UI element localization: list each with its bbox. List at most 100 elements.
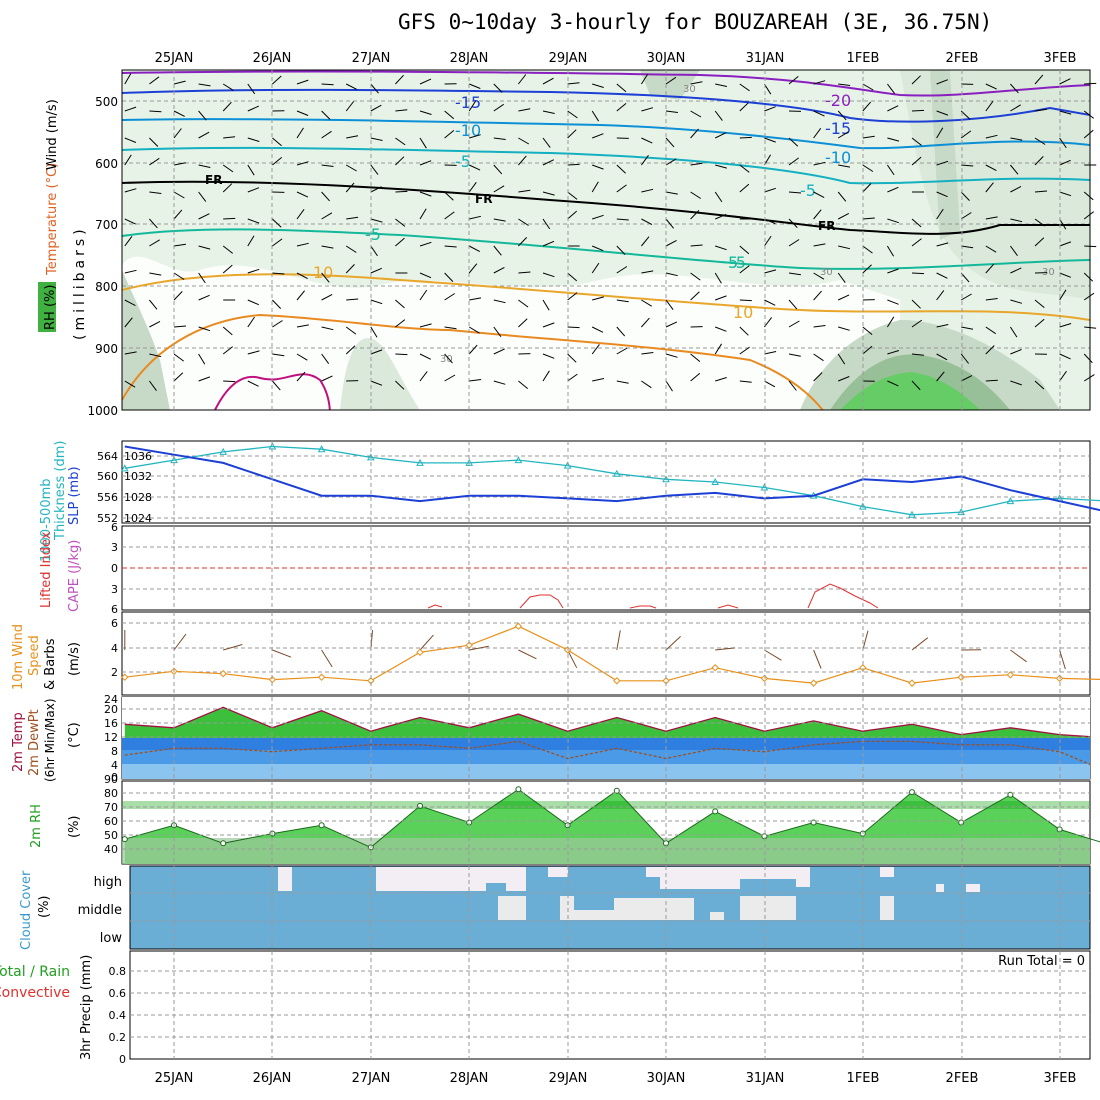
upper-wind-barb (690, 291, 700, 301)
upper-wind-barb (419, 110, 432, 115)
upper-wind-barb (665, 299, 674, 310)
upper-wind-barb (813, 353, 824, 362)
upper-wind-barb (124, 299, 136, 307)
date-label-bottom: 3FEB (1044, 1071, 1077, 1086)
upper-wind-barb (591, 110, 600, 122)
temp-ytick: 12 (104, 731, 118, 744)
upper-wind-barb (321, 245, 334, 249)
upper-wind-barb (886, 164, 895, 176)
upper-wind-barb (813, 110, 825, 117)
upper-wind-barb (1083, 129, 1094, 139)
upper-wind-barb (272, 238, 283, 247)
upper-wind-barb (469, 379, 482, 382)
cloud-panel-frame (129, 865, 1091, 950)
upper-wind-barb (247, 105, 260, 112)
upper-wind-barb (444, 191, 454, 201)
upper-wind-barb (346, 298, 359, 301)
upper-wind-barb (788, 299, 798, 310)
temp-ytick: 0 (111, 771, 118, 784)
upper-wind-barb (936, 127, 944, 139)
rh-ytick: 60 (104, 815, 118, 828)
upper-wind-barb (1083, 272, 1094, 282)
cape-ytick: 3 (111, 541, 118, 554)
upper-wind-barb (346, 216, 359, 220)
rh2m-unit: (%) (67, 816, 82, 839)
upper-wind-barb (542, 353, 555, 359)
upper-wind-barb (985, 164, 997, 172)
upper-wind-barb (665, 191, 678, 195)
upper-wind-barb (296, 209, 305, 220)
precip-convective-label: Convective (0, 985, 70, 1001)
upper-wind-barb (321, 110, 331, 120)
upper-wind-barb (419, 160, 432, 166)
upper-wind-barb (690, 110, 702, 118)
upper-wind-barb (345, 83, 358, 90)
upper-wind-barb (567, 110, 578, 119)
upper-wind-barb (198, 191, 207, 202)
upper-wind-barb (518, 299, 529, 308)
contour-label: 10 (733, 303, 753, 322)
wind10-barb (764, 649, 782, 661)
rh-point (515, 786, 522, 793)
upper-wind-barb (247, 299, 259, 306)
upper-wind-barb (690, 128, 699, 139)
upper-wind-barb (592, 164, 604, 170)
cloud-level-low: low (100, 931, 123, 946)
upper-wind-barb (862, 164, 874, 172)
upper-wind-barb (321, 191, 330, 202)
upper-wind-barb (616, 326, 626, 337)
wind-speed-point (613, 677, 621, 685)
upper-wind-barb (764, 269, 777, 274)
upper-wind-barb (985, 379, 998, 382)
cape-label: CAPE (J/kg) (67, 540, 82, 612)
upper-wind-barb (813, 191, 825, 199)
upper-wind-barb (198, 131, 210, 139)
upper-wind-barb (837, 272, 846, 283)
upper-wind-barb (960, 191, 970, 201)
upper-wind-barb (222, 183, 233, 193)
rh-point (712, 808, 719, 815)
upper-wind-barb (1010, 267, 1022, 274)
upper-wind-barb (370, 164, 379, 175)
upper-wind-barb (345, 164, 357, 172)
upper-wind-barb (345, 345, 356, 355)
upper-wind-barb (247, 164, 255, 176)
wind10-label-4: (m/s) (67, 642, 82, 676)
ytick-label: 900 (95, 342, 118, 356)
upper-wind-barb (567, 353, 577, 363)
upper-wind-barb (764, 137, 776, 143)
upper-wind-barb (838, 326, 850, 331)
thickness-point (711, 477, 720, 485)
upper-wind-barb (419, 191, 432, 197)
slp-label: SLP (mb) (67, 466, 82, 525)
upper-wind-barb (1083, 374, 1095, 382)
wind-speed-point (1006, 671, 1015, 679)
upper-wind-barb (1010, 185, 1022, 193)
upper-wind-barb (911, 156, 922, 166)
upper-wind-barb (518, 189, 531, 193)
thickness-point (219, 447, 228, 455)
upper-wind-barb (985, 298, 998, 301)
upper-wind-barb (247, 235, 255, 247)
upper-wind-barb (715, 245, 727, 251)
contour-label: FR (475, 192, 492, 206)
precip-ytick: 0.6 (109, 987, 127, 1000)
thickness-ytick: 560 (97, 470, 118, 483)
rh-point (121, 836, 128, 843)
upper-wind-barb (198, 272, 206, 284)
precip-panel: 0.8 0.6 0.4 0.2 0 Run Total = 0 3hr Prec… (0, 950, 1091, 1066)
upper-wind-barb (960, 110, 971, 120)
upper-wind-barb (592, 83, 604, 88)
upper-wind-barb (296, 272, 308, 280)
upper-wind-barb (321, 83, 334, 86)
wind10-barb (469, 645, 489, 651)
upper-wind-barb (616, 245, 626, 255)
wind-speed-point (317, 673, 326, 681)
upper-wind-barb (715, 377, 727, 382)
upper-wind-barb (468, 263, 478, 274)
upper-wind-barb (567, 163, 580, 166)
upper-wind-barb (641, 352, 654, 355)
upper-wind-barb (222, 164, 234, 173)
upper-wind-barb (419, 289, 428, 301)
upper-wind-barb (764, 317, 772, 328)
